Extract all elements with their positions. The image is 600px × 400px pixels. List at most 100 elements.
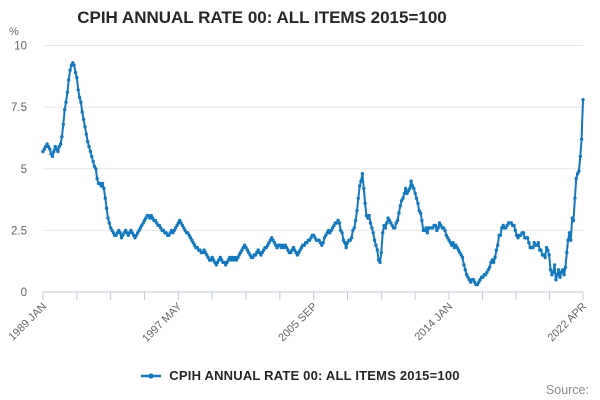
data-point-marker[interactable]	[224, 263, 228, 267]
data-point-marker[interactable]	[62, 107, 67, 112]
data-point-marker[interactable]	[548, 268, 553, 272]
data-point-marker[interactable]	[324, 233, 328, 237]
data-point-marker[interactable]	[571, 218, 576, 223]
data-point-marker[interactable]	[399, 199, 404, 203]
data-point-marker[interactable]	[355, 209, 359, 213]
data-point-marker[interactable]	[363, 201, 367, 205]
data-point-marker[interactable]	[141, 221, 145, 225]
data-point-marker[interactable]	[341, 238, 346, 242]
data-point-marker[interactable]	[182, 226, 186, 230]
data-point-marker[interactable]	[118, 231, 122, 235]
data-point-marker[interactable]	[450, 243, 454, 247]
data-point-marker[interactable]	[80, 110, 84, 114]
data-point-marker[interactable]	[414, 196, 419, 200]
data-point-marker[interactable]	[106, 216, 110, 220]
data-point-marker[interactable]	[498, 233, 503, 237]
data-point-marker[interactable]	[543, 255, 547, 260]
data-point-marker[interactable]	[95, 176, 99, 181]
data-point-marker[interactable]	[205, 253, 209, 257]
data-point-marker[interactable]	[551, 270, 555, 274]
data-point-marker[interactable]	[447, 238, 451, 242]
data-point-marker[interactable]	[86, 139, 90, 144]
data-point-marker[interactable]	[382, 223, 386, 228]
data-point-marker[interactable]	[554, 278, 558, 282]
data-point-marker[interactable]	[45, 142, 49, 146]
data-point-marker[interactable]	[92, 164, 97, 168]
data-point-marker[interactable]	[305, 241, 309, 245]
data-point-marker[interactable]	[88, 149, 93, 154]
data-point-marker[interactable]	[61, 122, 65, 127]
data-point-marker[interactable]	[260, 250, 264, 255]
data-point-marker[interactable]	[535, 243, 539, 247]
data-point-marker[interactable]	[435, 228, 439, 233]
data-point-marker[interactable]	[248, 253, 252, 257]
data-point-marker[interactable]	[57, 144, 61, 149]
data-point-marker[interactable]	[210, 255, 214, 260]
data-point-marker[interactable]	[398, 204, 402, 208]
data-point-marker[interactable]	[351, 228, 355, 233]
data-point-marker[interactable]	[56, 149, 60, 154]
data-point-marker[interactable]	[366, 216, 370, 220]
data-point-marker[interactable]	[77, 95, 82, 100]
data-point-marker[interactable]	[451, 241, 455, 245]
data-point-marker[interactable]	[302, 243, 306, 247]
data-point-marker[interactable]	[356, 196, 360, 200]
data-point-marker[interactable]	[309, 236, 313, 240]
data-point-marker[interactable]	[111, 231, 116, 235]
data-point-marker[interactable]	[371, 231, 375, 235]
data-point-marker[interactable]	[102, 186, 106, 191]
data-point-marker[interactable]	[481, 275, 485, 279]
data-point-marker[interactable]	[387, 218, 392, 223]
data-point-marker[interactable]	[473, 280, 477, 284]
data-point-marker[interactable]	[290, 248, 294, 252]
data-point-marker[interactable]	[201, 250, 205, 255]
data-point-marker[interactable]	[567, 231, 572, 235]
data-point-marker[interactable]	[443, 228, 447, 233]
data-point-marker[interactable]	[370, 226, 374, 230]
data-point-marker[interactable]	[424, 226, 428, 230]
data-point-marker[interactable]	[76, 88, 80, 92]
data-point-marker[interactable]	[81, 117, 86, 122]
data-point-marker[interactable]	[48, 147, 52, 151]
data-point-marker[interactable]	[456, 248, 461, 252]
data-point-marker[interactable]	[214, 263, 218, 267]
data-point-marker[interactable]	[381, 231, 385, 235]
data-point-marker[interactable]	[271, 238, 275, 242]
data-point-marker[interactable]	[130, 231, 134, 235]
data-point-marker[interactable]	[516, 236, 520, 240]
series-path[interactable]	[42, 61, 584, 286]
data-point-marker[interactable]	[226, 258, 231, 262]
data-point-marker[interactable]	[444, 233, 448, 237]
data-point-marker[interactable]	[144, 216, 148, 220]
data-point-marker[interactable]	[109, 226, 113, 230]
series-line-cpih[interactable]	[41, 61, 585, 287]
data-point-marker[interactable]	[173, 226, 178, 230]
data-point-marker[interactable]	[575, 172, 580, 176]
data-point-marker[interactable]	[425, 231, 430, 235]
data-point-marker[interactable]	[72, 63, 76, 67]
data-point-marker[interactable]	[573, 196, 577, 200]
data-point-marker[interactable]	[50, 154, 55, 159]
data-point-marker[interactable]	[565, 250, 569, 255]
data-point-marker[interactable]	[99, 184, 103, 188]
data-point-marker[interactable]	[343, 241, 347, 245]
data-point-marker[interactable]	[84, 132, 89, 136]
data-point-marker[interactable]	[408, 186, 412, 191]
data-point-marker[interactable]	[195, 245, 199, 250]
data-point-marker[interactable]	[569, 238, 573, 242]
data-point-marker[interactable]	[256, 248, 260, 252]
data-point-marker[interactable]	[513, 228, 517, 233]
data-point-marker[interactable]	[378, 260, 382, 265]
data-point-marker[interactable]	[459, 253, 463, 257]
data-point-marker[interactable]	[436, 226, 440, 230]
data-point-marker[interactable]	[531, 245, 535, 250]
data-point-marker[interactable]	[238, 250, 243, 255]
data-point-marker[interactable]	[521, 231, 526, 235]
data-point-marker[interactable]	[374, 243, 378, 247]
data-point-marker[interactable]	[125, 231, 129, 235]
data-point-marker[interactable]	[485, 270, 489, 274]
data-point-marker[interactable]	[79, 100, 83, 104]
data-point-marker[interactable]	[126, 233, 130, 237]
data-point-marker[interactable]	[401, 196, 405, 200]
data-point-marker[interactable]	[579, 137, 584, 141]
